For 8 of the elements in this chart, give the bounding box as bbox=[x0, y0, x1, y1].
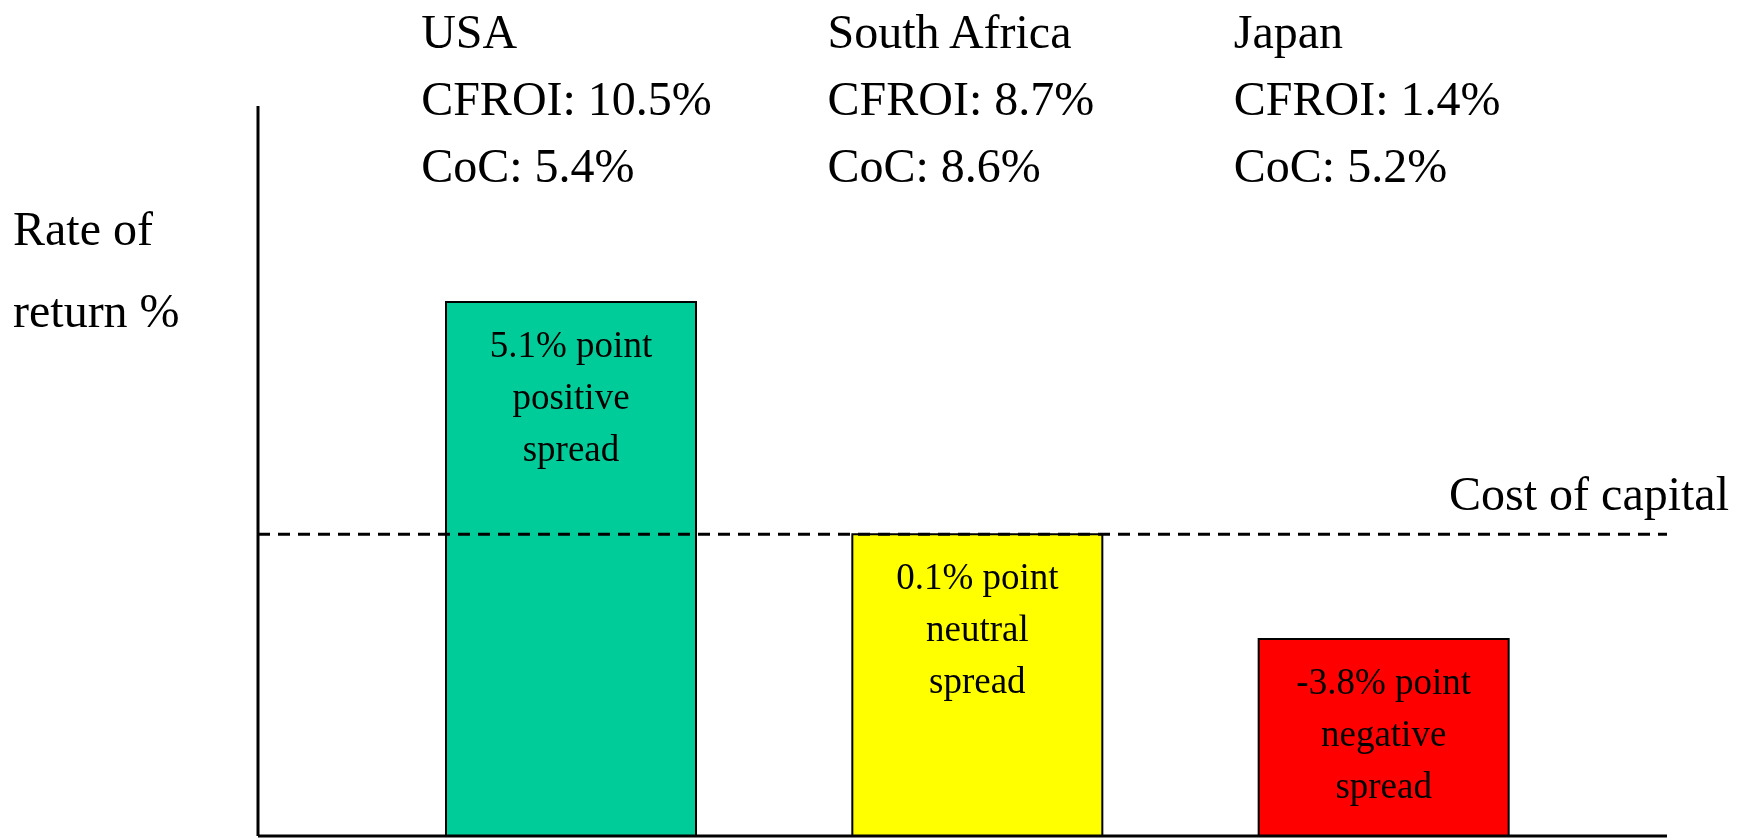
annotation: 0.1% point neutral spread bbox=[896, 556, 1060, 702]
y-axis-title: Rate of return % bbox=[13, 201, 180, 339]
x-tick-label: Japan CFROI: 1.4% CoC: 5.2% bbox=[1233, 5, 1501, 192]
x-tick-label: South Africa CFROI: 8.7% CoC: 8.6% bbox=[827, 5, 1095, 192]
ref-line-label: Cost of capital bbox=[1449, 467, 1729, 521]
annotation: 5.1% point positive spread bbox=[489, 323, 653, 469]
annotation: -3.8% point negative spread bbox=[1296, 660, 1472, 806]
x-tick-label: USA CFROI: 10.5% CoC: 5.4% bbox=[421, 5, 712, 192]
